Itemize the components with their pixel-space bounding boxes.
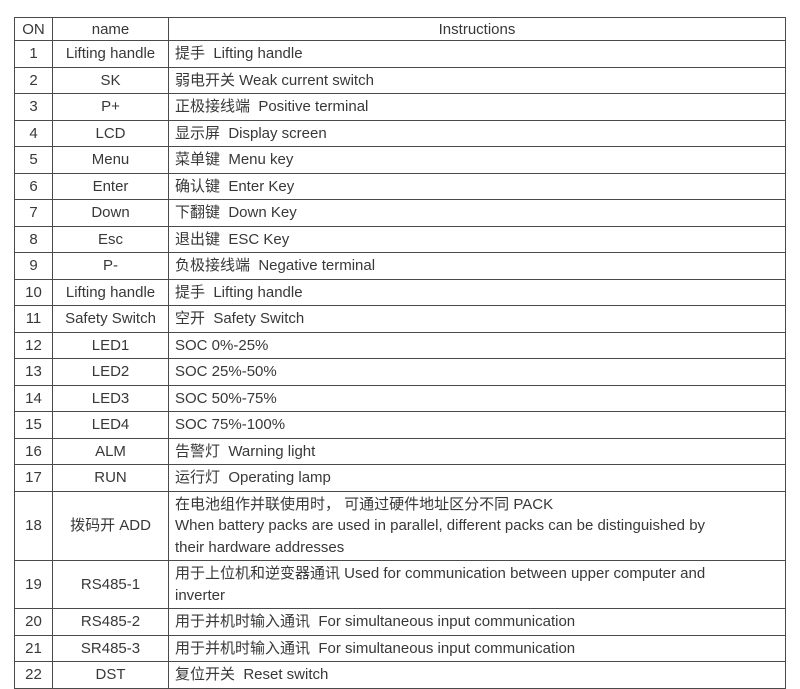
column-header-on: ON xyxy=(14,17,53,41)
cell-name: RUN xyxy=(52,464,169,492)
cell-name: Down xyxy=(52,199,169,227)
cell-on: 6 xyxy=(14,172,53,200)
table-row: 18 拨码开 ADD 在电池组作并联使用时， 可通过硬件地址区分不同 PACK Wh… xyxy=(14,490,786,561)
instructions-table: ON name Instructions 1 Lifting handle 提手 L… xyxy=(14,17,786,689)
cell-on: 20 xyxy=(14,608,53,636)
cell-name: Menu xyxy=(52,146,169,174)
cell-instr: SOC 0%-25% xyxy=(168,331,786,359)
cell-instr: SOC 75%-100% xyxy=(168,411,786,439)
cell-instr: SOC 25%-50% xyxy=(168,358,786,386)
cell-instr: 告警灯 Warning light xyxy=(168,437,786,465)
table-row: 17 RUN 运行灯 Operating lamp xyxy=(14,464,786,492)
cell-on: 17 xyxy=(14,464,53,492)
cell-name: P+ xyxy=(52,93,169,121)
table-row: 3 P+ 正极接线端 Positive terminal xyxy=(14,93,786,121)
header-row: ON name Instructions xyxy=(14,17,786,41)
cell-name: Lifting handle xyxy=(52,40,169,68)
cell-name: 拨码开 ADD xyxy=(52,490,169,561)
cell-instr: 提手 Lifting handle xyxy=(168,278,786,306)
table-row: 5 Menu 菜单键 Menu key xyxy=(14,146,786,174)
cell-instr: 下翻键 Down Key xyxy=(168,199,786,227)
cell-on: 13 xyxy=(14,358,53,386)
table-row: 21 SR485-3 用于并机时输入通讯 For simultaneous inpu… xyxy=(14,634,786,662)
cell-instr: 提手 Lifting handle xyxy=(168,40,786,68)
cell-name: SK xyxy=(52,66,169,94)
cell-on: 21 xyxy=(14,634,53,662)
table-row: 16 ALM 告警灯 Warning light xyxy=(14,437,786,465)
cell-name: RS485-2 xyxy=(52,608,169,636)
cell-instr: 负极接线端 Negative terminal xyxy=(168,252,786,280)
cell-name: ALM xyxy=(52,437,169,465)
cell-name: LCD xyxy=(52,119,169,147)
cell-on: 9 xyxy=(14,252,53,280)
cell-on: 15 xyxy=(14,411,53,439)
table-row: 12 LED1 SOC 0%-25% xyxy=(14,331,786,359)
table-row: 11 Safety Switch 空开 Safety Switch xyxy=(14,305,786,333)
cell-instr: 复位开关 Reset switch xyxy=(168,661,786,689)
cell-name: LED2 xyxy=(52,358,169,386)
cell-on: 7 xyxy=(14,199,53,227)
table-row: 13 LED2 SOC 25%-50% xyxy=(14,358,786,386)
table-row: 2 SK 弱电开关 Weak current switch xyxy=(14,66,786,94)
cell-on: 10 xyxy=(14,278,53,306)
cell-instr: 正极接线端 Positive terminal xyxy=(168,93,786,121)
cell-instr: 用于并机时输入通讯 For simultaneous input communi… xyxy=(168,634,786,662)
cell-instr: 确认键 Enter Key xyxy=(168,172,786,200)
cell-instr: SOC 50%-75% xyxy=(168,384,786,412)
cell-name: LED1 xyxy=(52,331,169,359)
cell-name: SR485-3 xyxy=(52,634,169,662)
table-row: 4 LCD 显示屏 Display screen xyxy=(14,119,786,147)
table-row: 15 LED4 SOC 75%-100% xyxy=(14,411,786,439)
cell-name: Safety Switch xyxy=(52,305,169,333)
table-header: ON name Instructions xyxy=(14,17,786,41)
table-row: 9 P- 负极接线端 Negative terminal xyxy=(14,252,786,280)
instructions-table-container: ON name Instructions 1 Lifting handle 提手 L… xyxy=(14,17,786,689)
cell-on: 19 xyxy=(14,560,53,609)
column-header-instructions: Instructions xyxy=(168,17,786,41)
cell-on: 11 xyxy=(14,305,53,333)
column-header-name: name xyxy=(52,17,169,41)
cell-name: Esc xyxy=(52,225,169,253)
table-body: 1 Lifting handle 提手 Lifting handle 2 SK 弱电开关 … xyxy=(14,40,786,689)
cell-name: LED3 xyxy=(52,384,169,412)
cell-name: DST xyxy=(52,661,169,689)
cell-name: P- xyxy=(52,252,169,280)
cell-instr: 运行灯 Operating lamp xyxy=(168,464,786,492)
cell-instr: 在电池组作并联使用时， 可通过硬件地址区分不同 PACK When batter… xyxy=(168,490,786,561)
table-row: 10 Lifting handle 提手 Lifting handle xyxy=(14,278,786,306)
table-row: 20 RS485-2 用于并机时输入通讯 For simultaneous inpu… xyxy=(14,608,786,636)
table-row: 1 Lifting handle 提手 Lifting handle xyxy=(14,40,786,68)
cell-name: Lifting handle xyxy=(52,278,169,306)
cell-on: 22 xyxy=(14,661,53,689)
cell-on: 4 xyxy=(14,119,53,147)
cell-on: 5 xyxy=(14,146,53,174)
cell-instr: 菜单键 Menu key xyxy=(168,146,786,174)
cell-name: RS485-1 xyxy=(52,560,169,609)
cell-on: 2 xyxy=(14,66,53,94)
table-row: 8 Esc 退出键 ESC Key xyxy=(14,225,786,253)
cell-on: 16 xyxy=(14,437,53,465)
cell-on: 1 xyxy=(14,40,53,68)
cell-name: Enter xyxy=(52,172,169,200)
cell-on: 3 xyxy=(14,93,53,121)
cell-instr: 用于上位机和逆变器通讯 Used for communication betwe… xyxy=(168,560,786,609)
cell-instr: 用于并机时输入通讯 For simultaneous input communi… xyxy=(168,608,786,636)
cell-instr: 弱电开关 Weak current switch xyxy=(168,66,786,94)
cell-instr: 退出键 ESC Key xyxy=(168,225,786,253)
cell-on: 12 xyxy=(14,331,53,359)
cell-instr: 空开 Safety Switch xyxy=(168,305,786,333)
cell-on: 18 xyxy=(14,490,53,561)
cell-name: LED4 xyxy=(52,411,169,439)
cell-on: 8 xyxy=(14,225,53,253)
cell-on: 14 xyxy=(14,384,53,412)
table-row: 22 DST 复位开关 Reset switch xyxy=(14,661,786,689)
table-row: 7 Down 下翻键 Down Key xyxy=(14,199,786,227)
table-row: 14 LED3 SOC 50%-75% xyxy=(14,384,786,412)
table-row: 19 RS485-1 用于上位机和逆变器通讯 Used for communicat… xyxy=(14,560,786,609)
cell-instr: 显示屏 Display screen xyxy=(168,119,786,147)
table-row: 6 Enter 确认键 Enter Key xyxy=(14,172,786,200)
